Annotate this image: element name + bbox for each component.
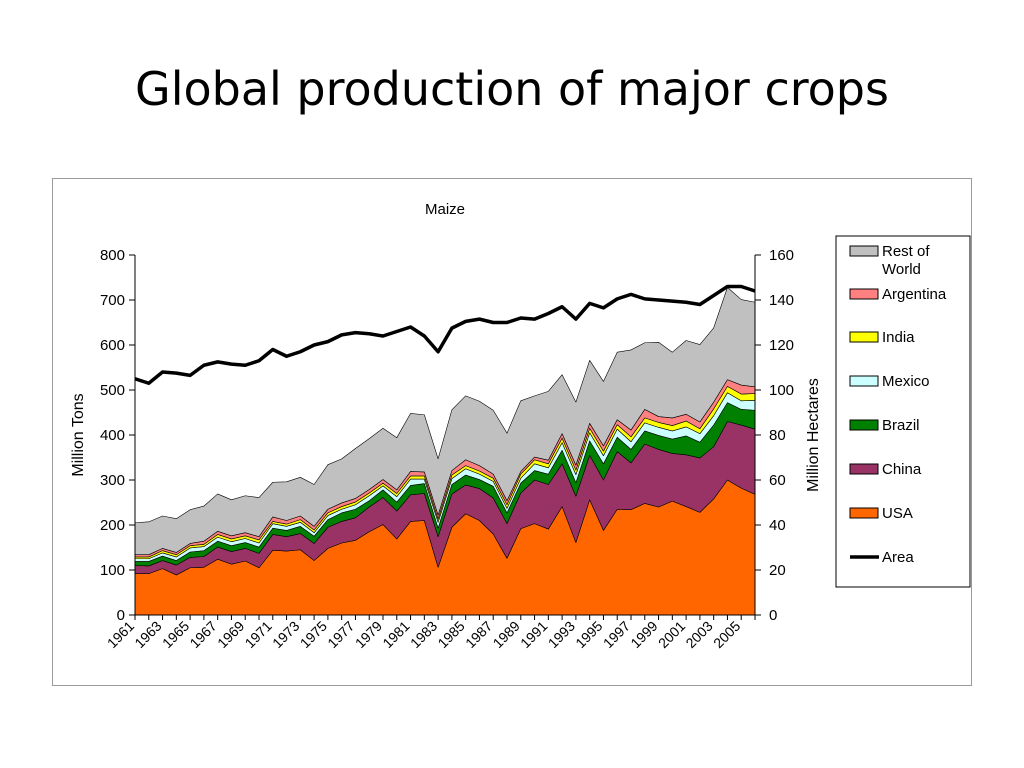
x-tick-label: 1983 <box>407 618 440 651</box>
line-area <box>134 284 756 385</box>
x-tick-label: 1961 <box>104 618 137 651</box>
x-tick-label: 1967 <box>186 618 219 651</box>
x-tick-label: 1963 <box>131 618 164 651</box>
y2-tick-label: 160 <box>769 247 794 264</box>
x-tick-label: 1989 <box>490 618 523 651</box>
y-tick-label: 300 <box>100 472 125 489</box>
x-tick-label: 2003 <box>682 618 715 651</box>
x-tick-label: 1973 <box>269 618 302 651</box>
y2-tick-label: 0 <box>769 607 777 624</box>
y-axis-label: Million Tons <box>70 393 87 476</box>
slide-title: Global production of major crops <box>135 62 889 116</box>
x-tick-label: 2001 <box>655 618 688 651</box>
legend-label-rest-of-world: Rest of World <box>882 243 930 278</box>
y2-tick-label: 140 <box>769 292 794 309</box>
x-tick-label: 1985 <box>434 618 467 651</box>
x-tick-label: 1995 <box>572 618 605 651</box>
y2-tick-label: 20 <box>769 562 786 579</box>
y-tick-label: 200 <box>100 517 125 534</box>
y-tick-label: 400 <box>100 427 125 444</box>
legend: Rest of World Argentina India Mexico Brazil Ch… <box>835 235 971 588</box>
x-tick-label: 1997 <box>600 618 633 651</box>
legend-swatch-india <box>849 331 879 343</box>
y-tick-label: 0 <box>117 607 125 624</box>
x-tick-label: 2005 <box>710 618 743 651</box>
y2-tick-label: 100 <box>769 382 794 399</box>
y2-axis-label: Million Hectares <box>805 378 822 492</box>
area-line <box>134 284 756 385</box>
y2-tick-label: 120 <box>769 337 794 354</box>
x-tick-label: 1991 <box>517 618 550 651</box>
chart-title: Maize <box>425 201 465 218</box>
maize-chart: 0 100 200 300 400 500 600 700 800 0 20 40 60 80 100 120… <box>70 201 971 651</box>
legend-label-brazil: Brazil <box>882 417 920 434</box>
y-tick-label: 700 <box>100 292 125 309</box>
stacked-areas <box>134 287 756 616</box>
y-tick-label: 800 <box>100 247 125 264</box>
chart-frame: 0 100 200 300 400 500 600 700 800 0 20 40 60 80 100 120… <box>52 178 972 686</box>
x-tick-label: 1965 <box>159 618 192 651</box>
x-tick-label: 1981 <box>379 618 412 651</box>
y2-tick-label: 60 <box>769 472 786 489</box>
legend-label-area: Area <box>882 549 914 566</box>
x-tick-label: 1999 <box>627 618 660 651</box>
x-tick-label: 1993 <box>545 618 578 651</box>
y2-tick-label: 80 <box>769 427 786 444</box>
legend-label-argentina: Argentina <box>882 286 947 303</box>
legend-swatch-brazil <box>849 419 879 431</box>
y-tick-label: 500 <box>100 382 125 399</box>
x-tick-label: 1979 <box>352 618 385 651</box>
legend-swatch-mexico <box>849 375 879 387</box>
legend-swatch-argentina <box>849 288 879 300</box>
x-tick-label: 1975 <box>297 618 330 651</box>
y-tick-label: 600 <box>100 337 125 354</box>
legend-swatch-china <box>849 463 879 475</box>
x-tick-label: 1971 <box>242 618 275 651</box>
legend-label-usa: USA <box>882 505 913 522</box>
legend-label-china: China <box>882 461 922 478</box>
x-tick-label: 1977 <box>324 618 357 651</box>
legend-swatch-rest-of-world <box>849 245 879 257</box>
y-tick-label: 100 <box>100 562 125 579</box>
x-tick-label: 1969 <box>214 618 247 651</box>
x-tick-label: 1987 <box>462 618 495 651</box>
legend-label-india: India <box>882 329 915 346</box>
legend-swatch-usa <box>849 507 879 519</box>
y2-tick-label: 40 <box>769 517 786 534</box>
legend-label-mexico: Mexico <box>882 373 930 390</box>
